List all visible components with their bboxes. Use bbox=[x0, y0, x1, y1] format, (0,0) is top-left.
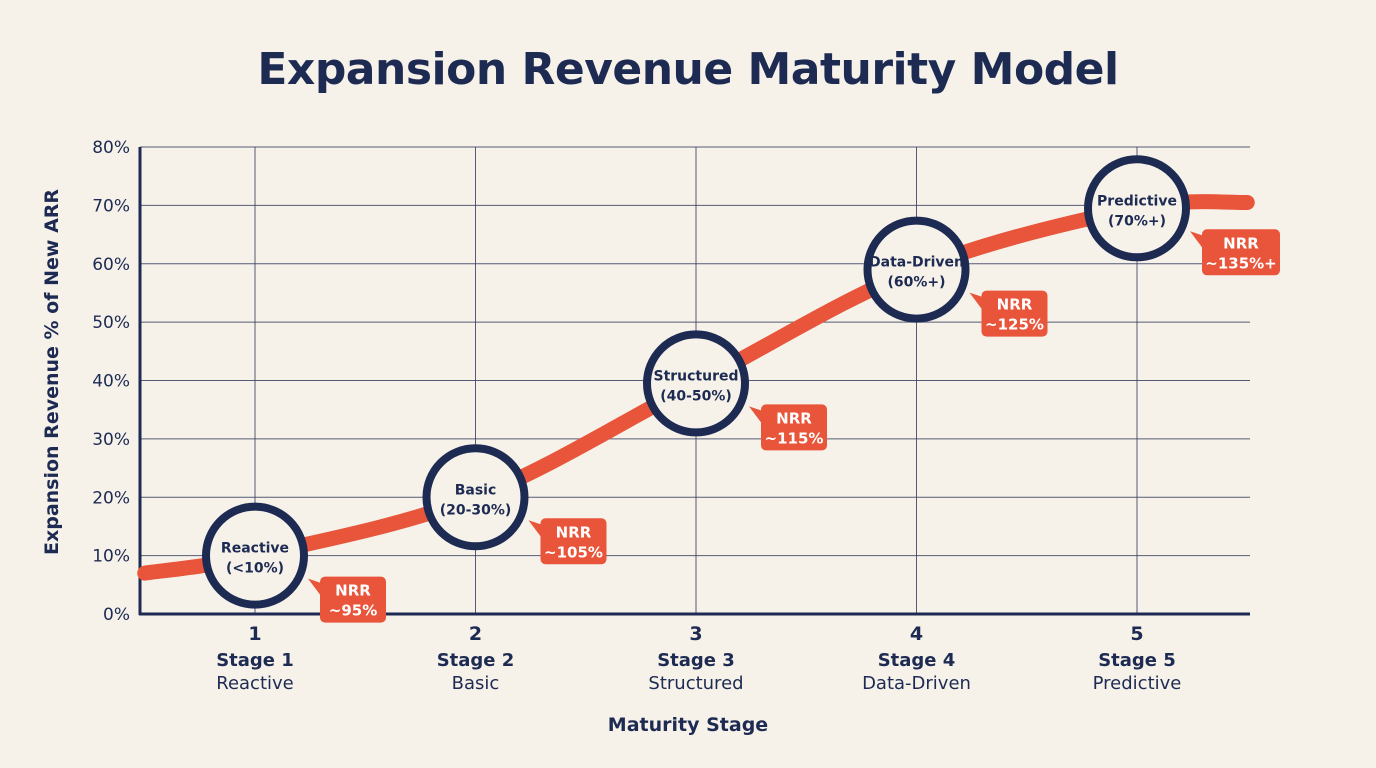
x-tick-name: Predictive bbox=[1093, 673, 1182, 694]
y-tick-label: 10% bbox=[92, 547, 130, 567]
y-tick-label: 30% bbox=[92, 430, 130, 450]
chart-title: Expansion Revenue Maturity Model bbox=[257, 44, 1119, 95]
nrr-label: NRR bbox=[776, 409, 812, 427]
stage-marker-range: (40-50%) bbox=[660, 388, 732, 404]
x-tick-number: 1 bbox=[248, 623, 261, 645]
stage-marker bbox=[422, 444, 529, 551]
nrr-callout bbox=[761, 404, 827, 451]
stage-marker-range: (20-30%) bbox=[440, 502, 512, 518]
callout-pointer bbox=[749, 406, 761, 423]
nrr-value: ~135%+ bbox=[1205, 254, 1276, 272]
x-tick-number: 4 bbox=[910, 623, 923, 645]
y-tick-label: 70% bbox=[92, 196, 130, 216]
x-axis-label: Maturity Stage bbox=[608, 714, 768, 736]
x-tick-stage: Stage 4 bbox=[878, 650, 956, 671]
stage-marker-label: Reactive bbox=[221, 541, 289, 557]
stage-marker-label: Basic bbox=[455, 482, 497, 498]
stage-marker-range: (<10%) bbox=[226, 561, 284, 577]
stage-marker bbox=[202, 502, 308, 609]
nrr-label: NRR bbox=[556, 523, 592, 541]
stage-marker-label: Data-Driven bbox=[869, 255, 964, 271]
x-tick-stage: Stage 5 bbox=[1098, 650, 1176, 671]
nrr-callout bbox=[1202, 229, 1280, 276]
y-tick-label: 40% bbox=[92, 372, 130, 392]
y-tick-label: 20% bbox=[92, 488, 130, 508]
stage-marker bbox=[643, 330, 749, 437]
x-tick-name: Structured bbox=[648, 673, 743, 694]
y-axis-label: Expansion Revenue % of New ARR bbox=[41, 189, 63, 555]
callout-pointer bbox=[528, 520, 541, 537]
x-tick-number: 3 bbox=[689, 623, 702, 645]
stage-marker-label: Structured bbox=[653, 368, 738, 384]
x-tick-number: 2 bbox=[469, 623, 482, 645]
x-tick-name: Data-Driven bbox=[862, 673, 971, 694]
x-tick-stage: Stage 2 bbox=[437, 650, 515, 671]
stage-marker-range: (70%+) bbox=[1108, 213, 1166, 229]
nrr-label: NRR bbox=[997, 296, 1033, 314]
callout-pointer bbox=[969, 292, 982, 309]
nrr-callout bbox=[540, 518, 607, 565]
nrr-callout bbox=[981, 290, 1048, 337]
callout-pointer bbox=[308, 578, 320, 595]
stage-marker-range: (60%+) bbox=[887, 275, 945, 291]
callout-pointer bbox=[1190, 231, 1202, 248]
y-tick-label: 50% bbox=[92, 313, 130, 333]
x-tick-name: Reactive bbox=[216, 673, 293, 694]
nrr-value: ~125% bbox=[985, 316, 1044, 334]
y-tick-label: 60% bbox=[92, 255, 130, 275]
nrr-label: NRR bbox=[1223, 234, 1259, 252]
x-tick-stage: Stage 1 bbox=[216, 650, 294, 671]
nrr-callout bbox=[320, 576, 386, 623]
x-tick-number: 5 bbox=[1130, 623, 1143, 645]
nrr-value: ~105% bbox=[544, 543, 603, 561]
stage-marker bbox=[863, 216, 970, 323]
nrr-value: ~115% bbox=[765, 429, 824, 447]
nrr-label: NRR bbox=[335, 582, 371, 600]
stage-marker bbox=[1084, 155, 1190, 262]
stage-marker-label: Predictive bbox=[1097, 193, 1177, 209]
x-tick-stage: Stage 3 bbox=[657, 650, 735, 671]
x-tick-name: Basic bbox=[452, 673, 500, 694]
y-tick-label: 80% bbox=[92, 138, 130, 158]
y-tick-label: 0% bbox=[103, 605, 130, 625]
nrr-value: ~95% bbox=[329, 602, 377, 620]
